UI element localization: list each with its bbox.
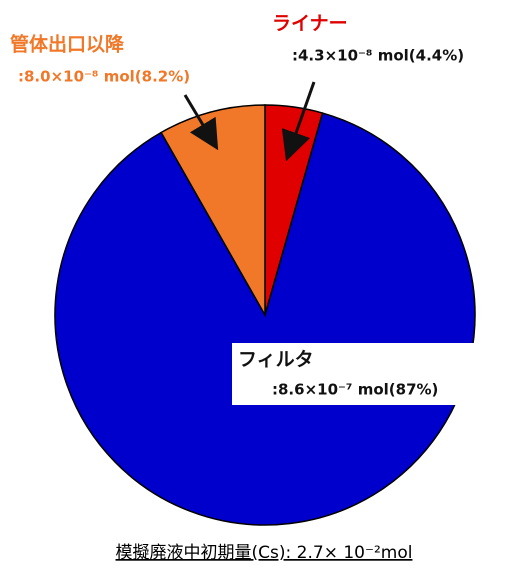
arrow xyxy=(183,94,219,151)
slice xyxy=(54,112,476,526)
slice-label: フィルタ xyxy=(238,349,314,371)
pie xyxy=(54,104,476,526)
slice-label: ライナー xyxy=(272,13,348,35)
slice xyxy=(160,104,266,318)
label-box xyxy=(232,343,504,405)
slice-label: 管体出口以降 xyxy=(10,33,125,56)
caption: 模擬廃液中初期量(Cs): 2.7× 10⁻²mol xyxy=(116,543,413,563)
value-label: :8.6×10⁻⁷ mol(87%) xyxy=(272,381,438,399)
arrow xyxy=(281,81,316,162)
labels: ライナー :4.3×10⁻⁸ mol(4.4%) フィルタ :8.6×10⁻⁷ mol… xyxy=(10,13,464,399)
value-label: :4.3×10⁻⁸ mol(4.4%) xyxy=(292,47,464,65)
value-label: :8.0×10⁻⁸ mol(8.2%) xyxy=(18,68,190,86)
